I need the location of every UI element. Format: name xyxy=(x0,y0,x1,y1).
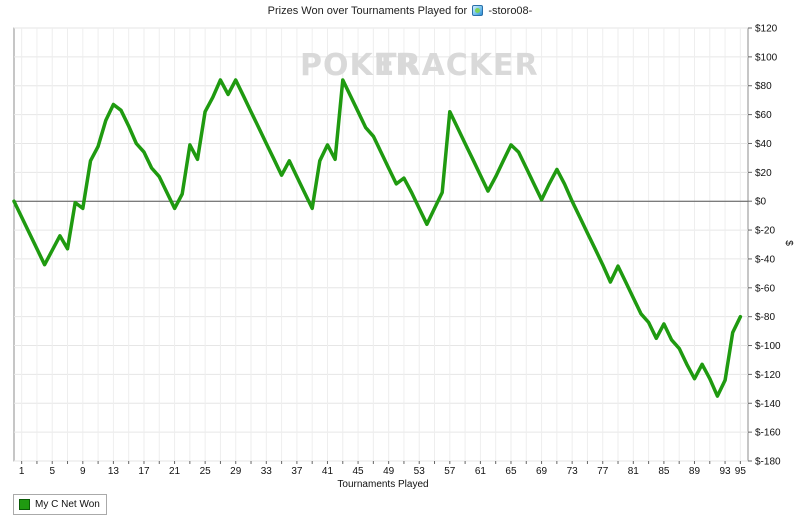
x-tick-label: 89 xyxy=(689,466,701,477)
chart-title-player: -storo08- xyxy=(488,5,533,17)
x-tick-label: 65 xyxy=(505,466,517,477)
x-tick-label: 1 xyxy=(19,466,25,477)
x-tick-label: 61 xyxy=(475,466,487,477)
x-axis-label: Tournaments Played xyxy=(337,479,428,490)
y-tick-label: $-40 xyxy=(755,254,775,265)
y-tick-label: $-140 xyxy=(755,399,781,410)
x-tick-label: 53 xyxy=(414,466,426,477)
x-tick-label: 57 xyxy=(444,466,456,477)
x-tick-label: 77 xyxy=(597,466,609,477)
x-tick-label: 93 xyxy=(720,466,732,477)
y-tick-label: $-60 xyxy=(755,283,775,294)
y-tick-label: $-180 xyxy=(755,457,781,468)
y-tick-label: $40 xyxy=(755,139,772,150)
x-tick-label: 37 xyxy=(291,466,303,477)
x-tick-label: 17 xyxy=(138,466,150,477)
x-tick-label: 33 xyxy=(261,466,273,477)
y-tick-label: $-100 xyxy=(755,341,781,352)
x-tick-label: 41 xyxy=(322,466,334,477)
x-tick-label: 5 xyxy=(49,466,55,477)
y-tick-label: $60 xyxy=(755,110,772,121)
y-tick-label: $80 xyxy=(755,81,772,92)
y-tick-label: $-160 xyxy=(755,428,781,439)
legend-swatch xyxy=(19,499,30,510)
watermark: POKER TRACKER xyxy=(300,48,539,83)
y-tick-label: $0 xyxy=(755,197,767,208)
x-tick-label: 45 xyxy=(353,466,365,477)
chart-title-text: Prizes Won over Tournaments Played for xyxy=(267,5,468,17)
y-tick-label: $120 xyxy=(755,24,778,35)
watermark-tracker: TRACKER xyxy=(376,48,539,83)
x-tick-label: 85 xyxy=(658,466,670,477)
x-tick-label: 13 xyxy=(108,466,120,477)
y-tick-label: $-80 xyxy=(755,312,775,323)
x-tick-label: 21 xyxy=(169,466,181,477)
y-axis-label: $ xyxy=(783,240,794,246)
watermark-poker: POKER xyxy=(300,48,419,83)
x-tick-label: 25 xyxy=(200,466,212,477)
vertical-gridlines xyxy=(21,28,741,461)
series-layer xyxy=(12,78,743,398)
y-tick-label: $20 xyxy=(755,168,772,179)
legend-label: My C Net Won xyxy=(35,499,100,510)
series-line-my-c-net-won xyxy=(12,78,743,398)
x-axis-ticks: 1 5 9 13 17 21 25 29 33 37 41 45 49 53 57 61 65 69 73 77 81 8… xyxy=(19,461,746,477)
x-tick-label: 69 xyxy=(536,466,548,477)
x-tick-label: 73 xyxy=(567,466,579,477)
x-tick-label: 49 xyxy=(383,466,395,477)
player-site-icon xyxy=(472,5,484,16)
x-tick-label: 29 xyxy=(230,466,242,477)
x-tick-label: 81 xyxy=(628,466,640,477)
legend: My C Net Won xyxy=(13,494,107,515)
y-tick-label: $-120 xyxy=(755,370,781,381)
chart-title: Prizes Won over Tournaments Played for -… xyxy=(0,5,800,17)
horizontal-gridlines xyxy=(14,27,748,462)
x-tick-label: 95 xyxy=(735,466,747,477)
y-tick-label: $-20 xyxy=(755,226,775,237)
plot-area xyxy=(13,27,749,462)
y-tick-label: $100 xyxy=(755,52,778,63)
y-axis-ticks: $120 $100 $80 $60 $40 $20 $0 $-20 $-40 $-60 $-80 $-… xyxy=(748,24,781,468)
x-tick-label: 9 xyxy=(80,466,86,477)
